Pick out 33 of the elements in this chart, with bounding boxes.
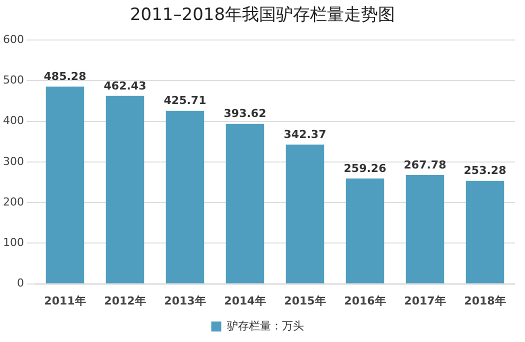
data-label: 485.28 — [44, 70, 86, 83]
y-tick-label: 600 — [2, 32, 24, 46]
data-label: 259.26 — [344, 162, 387, 175]
bar — [226, 124, 264, 284]
x-tick-label: 2014年 — [224, 294, 266, 308]
bar — [46, 86, 84, 284]
bar — [346, 178, 384, 284]
chart-title: 2011–2018年我国驴存栏量走势图 — [128, 4, 396, 27]
bar — [406, 174, 444, 284]
x-tick-label: 2013年 — [164, 294, 206, 308]
y-tick-label: 300 — [2, 154, 24, 168]
y-tick-label: 400 — [2, 114, 24, 128]
y-tick-label: 0 — [16, 276, 24, 290]
x-tick-label: 2015年 — [284, 294, 326, 308]
data-label: 425.71 — [164, 94, 206, 108]
y-tick-label: 200 — [2, 195, 24, 208]
data-label: 267.78 — [404, 158, 446, 172]
bar — [166, 110, 204, 284]
data-label: 253.28 — [464, 164, 506, 178]
x-tick-label: 2018年 — [464, 294, 506, 308]
bar — [466, 180, 504, 284]
y-tick-label: 500 — [2, 73, 24, 86]
bar — [286, 144, 324, 284]
y-tick-label: 100 — [2, 236, 24, 250]
x-tick-label: 2017年 — [404, 294, 446, 308]
legend-label: 驴存栏量：万头 — [226, 319, 304, 332]
x-tick-label: 2016年 — [344, 294, 386, 308]
bar — [106, 96, 144, 284]
x-tick-label: 2011年 — [44, 294, 86, 308]
data-label: 342.37 — [284, 128, 326, 142]
data-label: 462.43 — [104, 79, 146, 92]
data-label: 393.62 — [224, 107, 266, 120]
x-tick-label: 2012年 — [104, 294, 146, 308]
